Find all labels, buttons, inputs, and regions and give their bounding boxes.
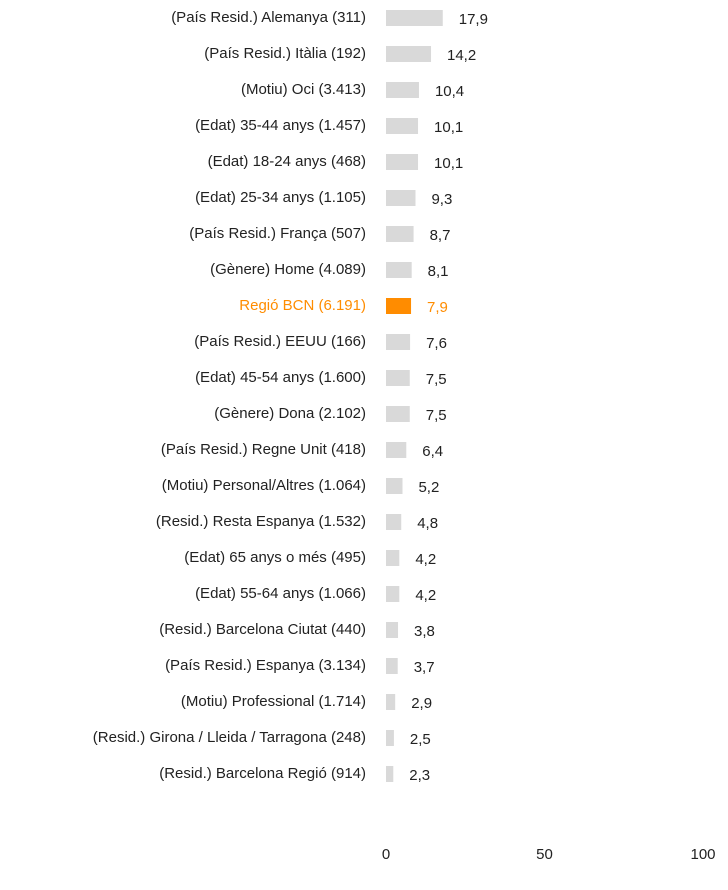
value-label: 17,9 [459, 11, 488, 28]
value-label: 5,2 [418, 479, 439, 496]
category-label: (Gènere) Dona (2.102) [214, 405, 366, 422]
value-label: 3,8 [414, 623, 435, 640]
bar [386, 766, 394, 782]
bar [386, 226, 414, 242]
bar [386, 118, 419, 134]
category-label: (Edat) 55-64 anys (1.066) [195, 585, 366, 602]
category-label: (Edat) 45-54 anys (1.600) [195, 369, 366, 386]
value-label: 2,5 [410, 731, 431, 748]
bar [386, 82, 419, 98]
value-label: 7,6 [426, 335, 447, 352]
value-label: 10,1 [434, 155, 463, 172]
value-label: 3,7 [414, 659, 435, 676]
bar [386, 334, 411, 350]
category-label: (Motiu) Personal/Altres (1.064) [162, 477, 366, 494]
x-tick-label: 100 [690, 846, 715, 863]
category-label: (Edat) 65 anys o més (495) [184, 549, 366, 566]
bar [386, 442, 407, 458]
value-label: 14,2 [447, 47, 476, 64]
bar [386, 10, 443, 26]
category-label: (País Resid.) Itàlia (192) [204, 45, 366, 62]
bar [386, 478, 403, 494]
category-label: (Resid.) Girona / Lleida / Tarragona (24… [93, 729, 366, 746]
bar [386, 658, 398, 674]
x-tick-label: 50 [536, 846, 553, 863]
bar [386, 190, 416, 206]
value-label: 4,8 [417, 515, 438, 532]
category-label: (Edat) 18-24 anys (468) [208, 153, 366, 170]
category-label: (Resid.) Barcelona Regió (914) [159, 765, 366, 782]
value-label: 10,4 [435, 83, 464, 100]
category-label: (País Resid.) Alemanya (311) [171, 9, 366, 26]
category-label: (Motiu) Oci (3.413) [241, 81, 366, 98]
value-label: 7,5 [426, 371, 447, 388]
category-label: (Motiu) Professional (1.714) [181, 693, 366, 710]
category-label: (Resid.) Resta Espanya (1.532) [156, 513, 366, 530]
value-label: 4,2 [415, 587, 436, 604]
category-label: (Gènere) Home (4.089) [210, 261, 366, 278]
value-label: 6,4 [422, 443, 443, 460]
x-tick-label: 0 [382, 846, 390, 863]
bar [386, 622, 399, 638]
value-label: 9,3 [431, 191, 452, 208]
bar [386, 262, 412, 278]
bar [386, 154, 419, 170]
value-label: 10,1 [434, 119, 463, 136]
value-label: 8,7 [430, 227, 451, 244]
category-label: Regió BCN (6.191) [239, 297, 366, 314]
category-label: (Edat) 35-44 anys (1.457) [195, 117, 366, 134]
category-label: (País Resid.) EEUU (166) [194, 333, 366, 350]
value-label: 4,2 [415, 551, 436, 568]
bar [386, 514, 402, 530]
category-label: (Edat) 25-34 anys (1.105) [195, 189, 366, 206]
value-label: 7,9 [427, 299, 448, 316]
value-label: 2,3 [409, 767, 430, 784]
category-label: (País Resid.) Regne Unit (418) [161, 441, 366, 458]
bar [386, 730, 394, 746]
bar [386, 370, 410, 386]
category-label: (País Resid.) Espanya (3.134) [165, 657, 366, 674]
value-label: 2,9 [411, 695, 432, 712]
value-label: 8,1 [428, 263, 449, 280]
bar [386, 298, 412, 314]
category-label: (País Resid.) França (507) [189, 225, 366, 242]
bar [386, 694, 396, 710]
value-label: 7,5 [426, 407, 447, 424]
bar [386, 46, 432, 62]
bar [386, 406, 410, 422]
bar [386, 550, 400, 566]
bar [386, 586, 400, 602]
category-label: (Resid.) Barcelona Ciutat (440) [159, 621, 366, 638]
